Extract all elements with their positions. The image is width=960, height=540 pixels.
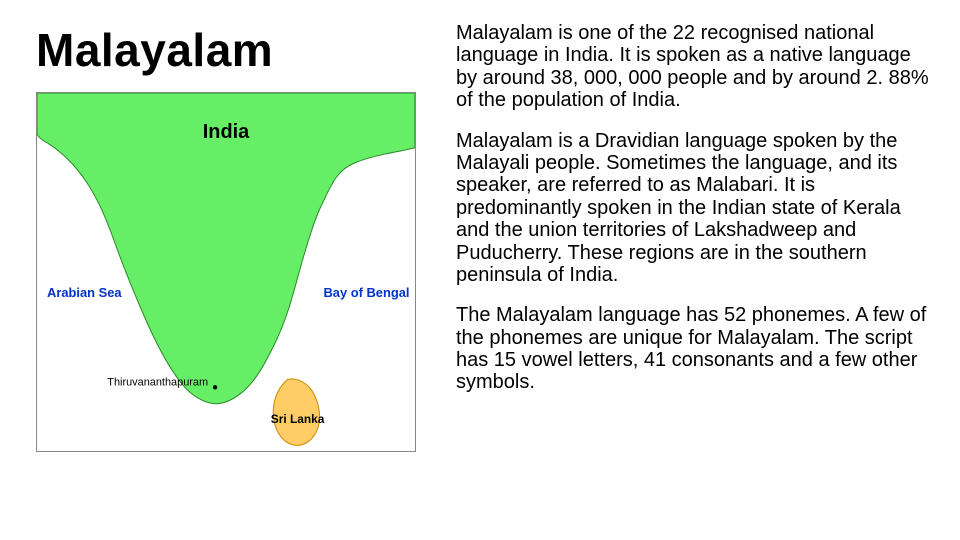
paragraph-1: Malayalam is one of the 22 recognised na… bbox=[456, 22, 934, 112]
paragraph-2: Malayalam is a Dravidian language spoken… bbox=[456, 130, 934, 287]
page-title: Malayalam bbox=[36, 26, 436, 74]
slide: Malayalam India Arabian Sea Bay of Benga… bbox=[0, 0, 960, 540]
label-bay-of-bengal: Bay of Bengal bbox=[323, 285, 409, 300]
label-city: Thiruvananthapuram bbox=[107, 377, 208, 389]
city-dot bbox=[213, 385, 217, 389]
label-srilanka: Sri Lanka bbox=[271, 412, 325, 426]
right-column: Malayalam is one of the 22 recognised na… bbox=[456, 22, 934, 412]
left-column: Malayalam India Arabian Sea Bay of Benga… bbox=[36, 26, 436, 452]
map-container: India Arabian Sea Bay of Bengal Thiruvan… bbox=[36, 92, 416, 452]
label-arabian-sea: Arabian Sea bbox=[47, 285, 122, 300]
label-india: India bbox=[203, 121, 250, 143]
india-map-svg: India Arabian Sea Bay of Bengal Thiruvan… bbox=[37, 93, 415, 451]
paragraph-3: The Malayalam language has 52 phonemes. … bbox=[456, 304, 934, 394]
